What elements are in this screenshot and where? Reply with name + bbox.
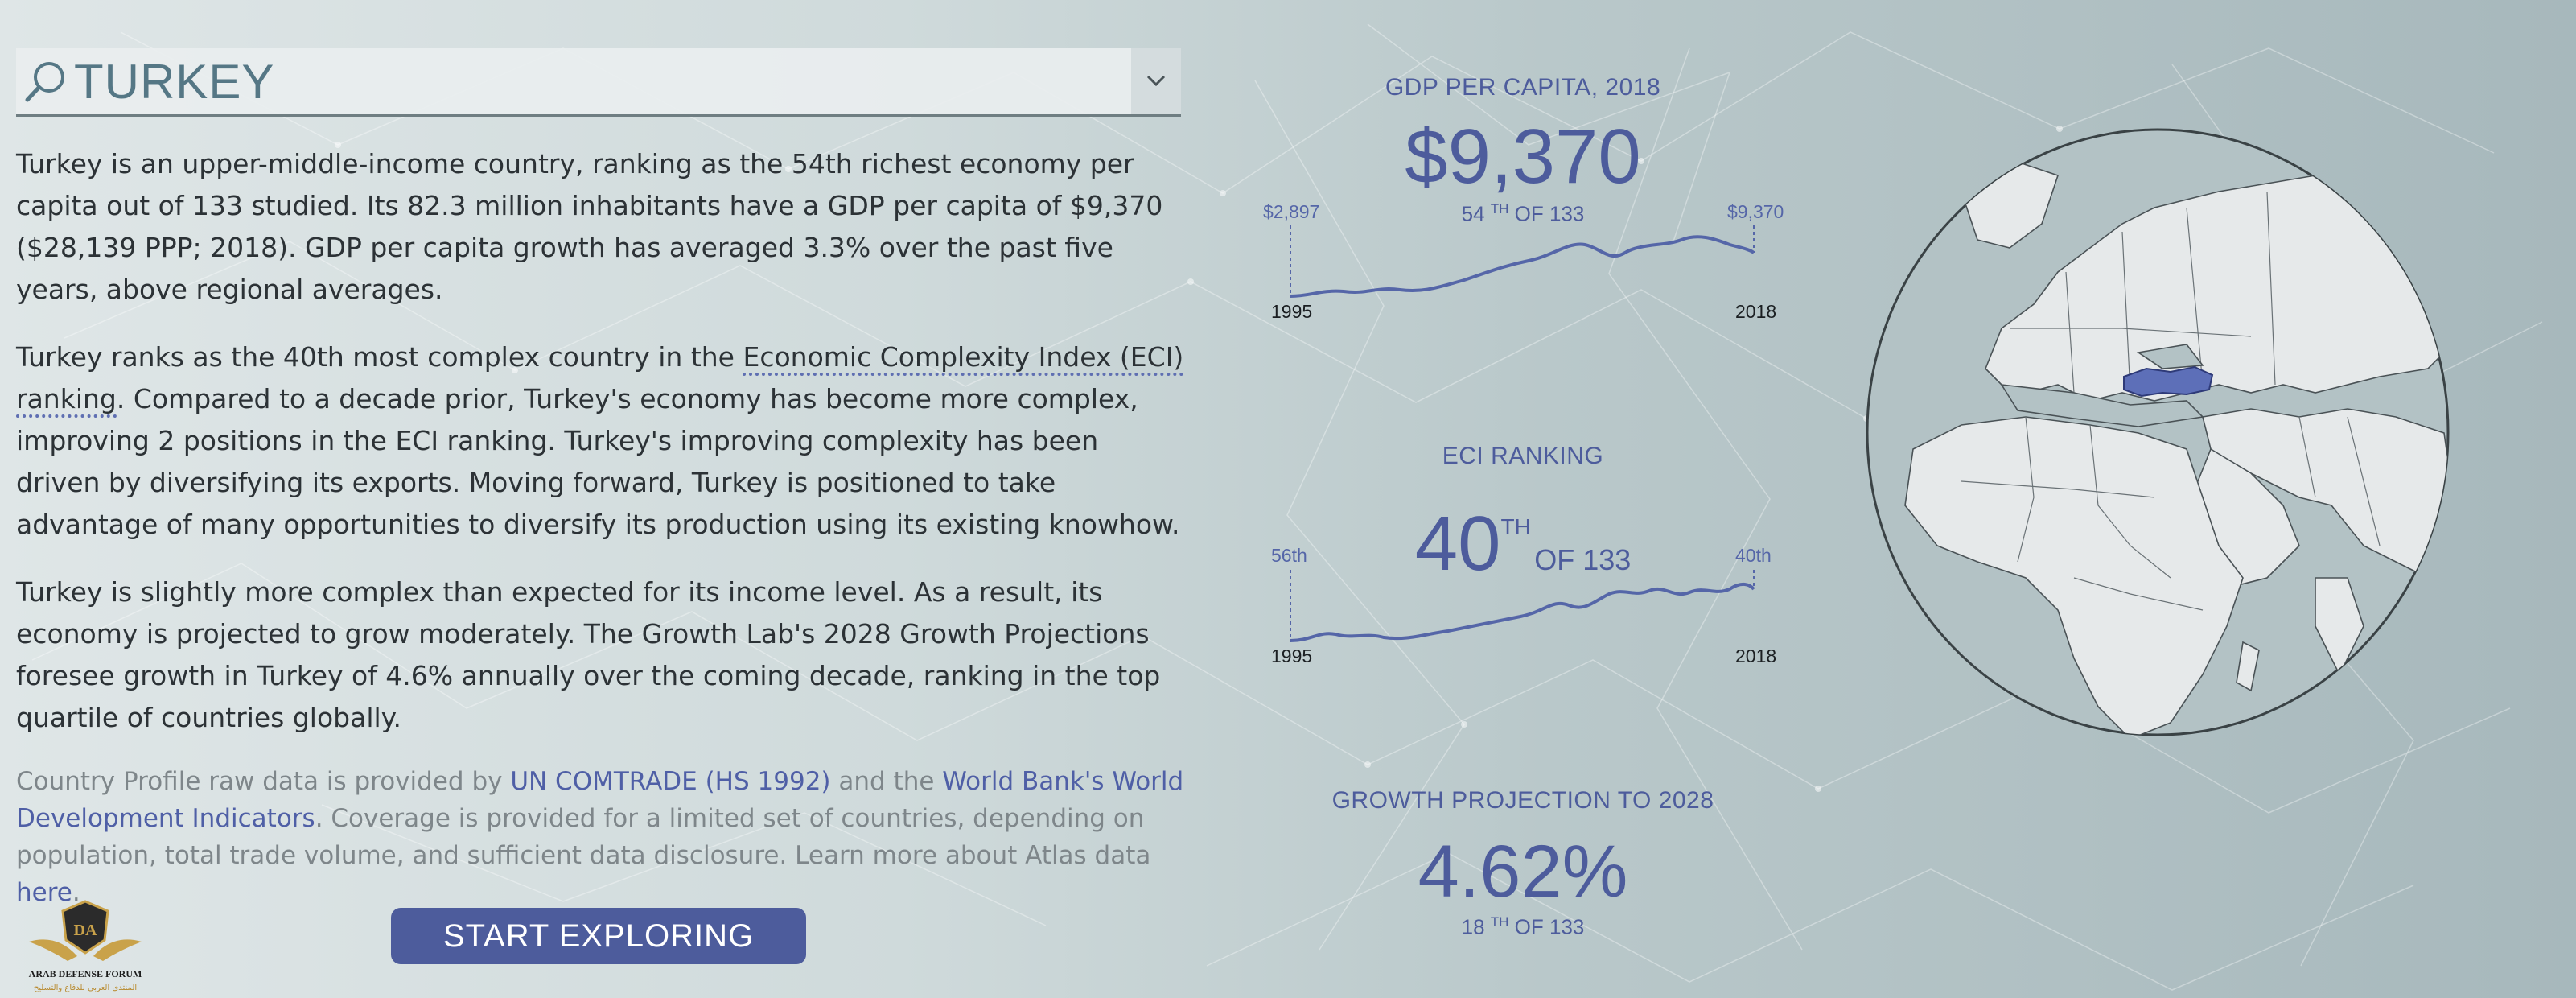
eci-end-year: 2018 xyxy=(1735,645,1777,666)
eci-start-value: 56th xyxy=(1271,545,1307,566)
eci-end-value: 40th xyxy=(1735,545,1772,566)
eci-stat-value-line: 40TH OF 133 xyxy=(1241,483,1804,611)
growth-rank-of: OF 133 xyxy=(1514,914,1585,939)
source-text: . xyxy=(72,878,80,907)
gdp-rank: 54 TH OF 133 xyxy=(1241,201,1804,227)
intro-paragraph-complexity: Turkey ranks as the 40th most complex co… xyxy=(16,336,1191,546)
gdp-start-year: 1995 xyxy=(1271,301,1313,322)
intro-paragraph-income: Turkey is an upper-middle-income country… xyxy=(16,148,1163,305)
gdp-sparkline xyxy=(1290,225,1755,298)
globe-map xyxy=(1866,128,2450,736)
growth-stat-value: 4.62% xyxy=(1418,831,1628,913)
map-turkey-highlight xyxy=(2123,365,2214,398)
gdp-start-value: $2,897 xyxy=(1263,201,1320,222)
eci-stat-suffix: TH xyxy=(1500,514,1531,539)
source-text: Country Profile raw data is provided by xyxy=(16,767,511,796)
eci-sparkline xyxy=(1290,570,1755,642)
world-bank-link[interactable]: World Bank's World Development Indicator… xyxy=(16,767,1184,833)
un-comtrade-link[interactable]: UN COMTRADE (HS 1992) xyxy=(510,767,831,796)
logo-arabic-text: المنتدى العربي للدفاع والتسليح xyxy=(34,984,137,992)
gdp-stat-title: GDP PER CAPITA, 2018 xyxy=(1385,74,1661,101)
country-search-value[interactable]: TURKEY xyxy=(74,55,275,109)
map-europe-russia xyxy=(1985,175,2448,402)
growth-rank-suffix: TH xyxy=(1490,914,1509,930)
start-exploring-button[interactable]: START EXPLORING xyxy=(391,908,806,964)
search-icon xyxy=(25,62,64,102)
gdp-rank-number: 54 xyxy=(1461,201,1485,226)
gdp-end-value: $9,370 xyxy=(1727,201,1784,222)
growth-rank: 18 TH OF 133 xyxy=(1241,914,1804,940)
data-source-note: Country Profile raw data is provided by … xyxy=(16,763,1191,911)
map-black-sea xyxy=(2136,344,2204,369)
eci-stat-value: 40 xyxy=(1414,501,1501,587)
logo-text: ARAB DEFENSE FORUM xyxy=(29,968,142,979)
growth-stat-title: GROWTH PROJECTION TO 2028 xyxy=(1331,787,1714,814)
arab-defense-forum-logo: DA ARAB DEFENSE FORUM المنتدى العربي للد… xyxy=(29,900,142,992)
gdp-rank-suffix: TH xyxy=(1490,201,1509,217)
source-text: . Coverage is provided for a limited set… xyxy=(16,804,1151,870)
atlas-data-link[interactable]: here xyxy=(16,878,72,907)
gdp-series-line xyxy=(1290,235,1755,298)
intro-text: . Compared to a decade prior, Turkey's e… xyxy=(16,383,1180,540)
eci-ranking-link[interactable]: Economic Complexity Index (ECI) ranking xyxy=(16,341,1184,418)
eci-stat-title: ECI RANKING xyxy=(1442,443,1604,469)
eci-series-line xyxy=(1290,583,1755,642)
intro-paragraph-growth: Turkey is slightly more complex than exp… xyxy=(16,576,1161,733)
country-search-bar[interactable]: TURKEY xyxy=(16,48,1181,117)
chevron-down-icon xyxy=(1146,75,1166,87)
gdp-rank-of: OF 133 xyxy=(1514,201,1585,226)
country-dropdown-button[interactable] xyxy=(1131,48,1181,114)
gdp-end-year: 2018 xyxy=(1735,301,1777,322)
map-madagascar xyxy=(2236,641,2260,692)
intro-text: Turkey ranks as the 40th most complex co… xyxy=(16,341,743,373)
gdp-stat-value: $9,370 xyxy=(1405,113,1641,200)
map-india xyxy=(2315,577,2364,676)
map-mediterranean xyxy=(2000,384,2204,427)
logo-mark: DA xyxy=(74,922,97,939)
source-text: and the xyxy=(830,767,943,796)
eci-stat-of: OF 133 xyxy=(1534,543,1632,576)
eci-start-year: 1995 xyxy=(1271,645,1313,666)
growth-rank-number: 18 xyxy=(1461,914,1485,939)
